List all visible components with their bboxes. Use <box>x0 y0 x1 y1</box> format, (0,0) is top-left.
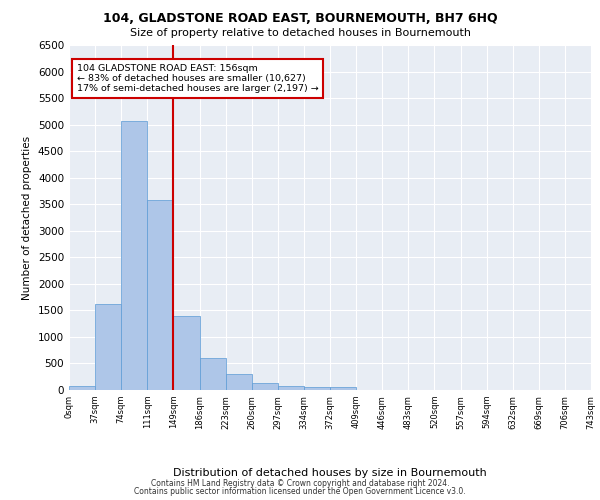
Bar <box>121 120 148 390</box>
Text: Size of property relative to detached houses in Bournemouth: Size of property relative to detached ho… <box>130 28 470 38</box>
Bar <box>199 358 226 390</box>
Bar <box>148 200 173 390</box>
Text: Contains public sector information licensed under the Open Government Licence v3: Contains public sector information licen… <box>134 487 466 496</box>
X-axis label: Distribution of detached houses by size in Bournemouth: Distribution of detached houses by size … <box>173 468 487 477</box>
Bar <box>330 388 356 390</box>
Bar <box>69 386 95 390</box>
Bar <box>95 304 121 390</box>
Text: Contains HM Land Registry data © Crown copyright and database right 2024.: Contains HM Land Registry data © Crown c… <box>151 478 449 488</box>
Bar <box>252 382 278 390</box>
Bar <box>173 316 199 390</box>
Bar <box>226 374 252 390</box>
Bar <box>304 387 330 390</box>
Text: 104, GLADSTONE ROAD EAST, BOURNEMOUTH, BH7 6HQ: 104, GLADSTONE ROAD EAST, BOURNEMOUTH, B… <box>103 12 497 26</box>
Text: 104 GLADSTONE ROAD EAST: 156sqm
← 83% of detached houses are smaller (10,627)
17: 104 GLADSTONE ROAD EAST: 156sqm ← 83% of… <box>77 64 319 94</box>
Y-axis label: Number of detached properties: Number of detached properties <box>22 136 32 300</box>
Bar <box>278 386 304 390</box>
